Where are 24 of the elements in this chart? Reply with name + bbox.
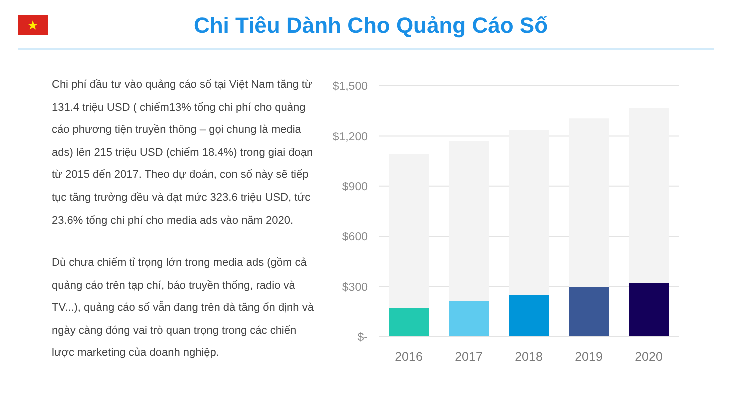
bar — [449, 301, 489, 337]
x-tick-label: 2019 — [575, 350, 603, 364]
x-tick-label: 2018 — [515, 350, 543, 364]
bar — [509, 295, 549, 337]
x-tick-label: 2017 — [455, 350, 483, 364]
bar — [629, 283, 669, 337]
bar — [569, 118, 609, 288]
text: Dù chưa chiếm tỉ trọng lớn trong media ads (gồm cả quảng cáo trên tạp chí, báo truyền thống, radio và TV...), quảng cáo số vẫn đang trên đà tăng ổn định và ngày càng đóng vai trò quan trọng trong các chiến lược marketing của doanh nghiệp. — [52, 256, 315, 362]
y-tick-label: $600 — [342, 232, 368, 244]
y-tick-label: $1,200 — [332, 131, 368, 144]
bar — [629, 108, 669, 284]
y-tick-label: $- — [358, 332, 368, 344]
chart-title: Chi Tiêu Dành Cho Quảng Cáo Số — [192, 12, 550, 40]
y-tick-label: $900 — [342, 181, 368, 194]
bar — [509, 130, 549, 296]
x-tick-label: 2016 — [395, 350, 423, 364]
bar — [389, 308, 429, 337]
bar — [389, 154, 429, 308]
bar — [569, 287, 609, 337]
y-tick-label: $1,500 — [332, 81, 368, 94]
y-tick-label: $300 — [342, 282, 368, 294]
bar — [449, 141, 489, 302]
text: Chi phí đầu tư vào quảng cáo số tại Việt Nam tăng từ 131.4 triệu USD ( chiếm13% tổng chi phí cho quảng cáo phương tiện truyền thông – gọi chung là media ads) lên 215 triệu USD (chiếm 18.4%) trong giai đoạn từ 2015 đến 2017. Theo dự đoán, con số này sẽ tiếp tục tăng trưởng đều và đạt mức 323.6 triệu USD, tức 23.6% tổng chi phí cho media ads vào năm 2020. — [52, 78, 314, 229]
x-tick-label: 2020 — [635, 350, 663, 364]
